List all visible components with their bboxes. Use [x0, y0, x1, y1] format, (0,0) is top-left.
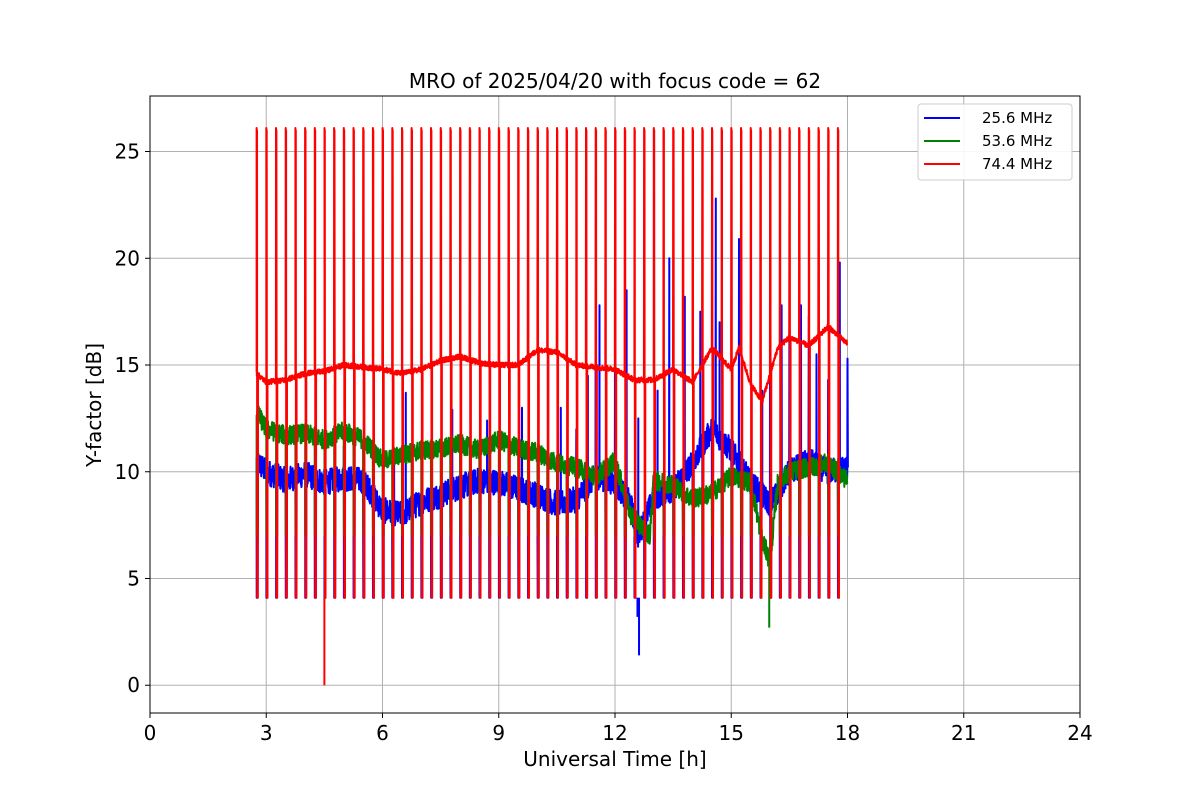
y-tick-label: 0 [127, 673, 140, 697]
axis-ticks: 0 3 6 9 12 15 18 21 24 0 5 10 15 20 25 [115, 140, 1093, 745]
x-tick-label: 15 [719, 721, 744, 745]
x-tick-label: 3 [260, 721, 273, 745]
x-tick-label: 0 [144, 721, 157, 745]
chart-title: MRO of 2025/04/20 with focus code = 62 [409, 69, 821, 93]
series-line-2 [255, 127, 849, 599]
x-tick-label: 9 [492, 721, 505, 745]
y-tick-label: 25 [115, 140, 140, 164]
x-tick-label: 21 [951, 721, 976, 745]
y-tick-label: 15 [115, 353, 140, 377]
plot-area [255, 127, 849, 686]
legend: 25.6 MHz 53.6 MHz 74.4 MHz [917, 103, 1073, 181]
x-tick-label: 6 [376, 721, 389, 745]
legend-label: 53.6 MHz [982, 132, 1052, 150]
x-axis-label: Universal Time [h] [523, 747, 706, 771]
legend-label: 74.4 MHz [982, 155, 1052, 173]
y-tick-label: 5 [127, 566, 140, 590]
legend-label: 25.6 MHz [982, 109, 1052, 127]
y-tick-label: 10 [115, 460, 140, 484]
x-tick-label: 24 [1067, 721, 1092, 745]
x-tick-label: 18 [835, 721, 860, 745]
x-tick-label: 12 [602, 721, 627, 745]
y-axis-label: Y-factor [dB] [82, 343, 106, 468]
legend-box [917, 103, 1073, 181]
y-tick-label: 20 [115, 246, 140, 270]
